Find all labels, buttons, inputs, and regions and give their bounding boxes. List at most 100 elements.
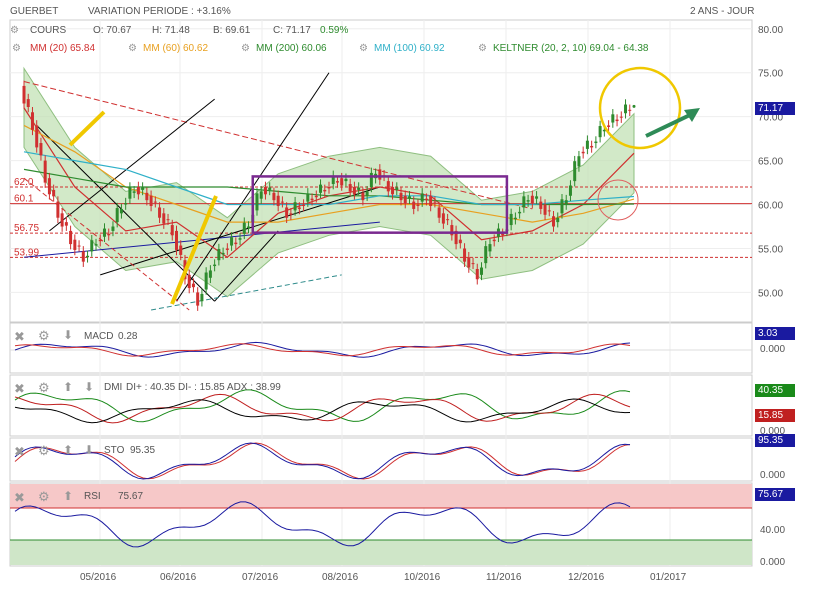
gear-icon[interactable]: ⚙ [478,43,487,54]
gear-icon[interactable]: ⚙ [38,328,50,343]
candle-body [492,239,496,242]
trend-line [150,274,342,311]
candle-body [632,104,636,108]
arrow-down-icon[interactable]: ⬇ [84,380,95,394]
candle-body [166,219,170,221]
gear-icon[interactable]: ⚙ [38,380,50,395]
support-label: 53.99 [14,247,39,258]
panel-frame [9,322,753,374]
candle-body [509,213,513,226]
candle-body [230,237,234,246]
price-tick-label: 75.00 [758,69,783,80]
close-icon[interactable]: ✖ [14,381,25,396]
gear-icon[interactable]: ⚙ [359,43,368,54]
arrow-up-icon[interactable]: ⬆ [63,380,74,394]
gear-icon[interactable]: ⚙ [38,443,50,458]
red-highlight-circle [597,179,639,221]
yellow-stroke [68,110,106,147]
candle-body [535,196,539,199]
yellow-highlight-circle [598,66,682,150]
gear-icon[interactable]: ⚙ [38,489,50,504]
x-tick-label: 08/2016 [322,572,359,583]
candle-body [107,233,111,236]
candle-body [43,160,47,183]
candle-body [314,195,318,198]
gear-icon[interactable]: ⚙ [10,25,19,36]
trend-line [214,230,279,302]
candle-body [433,201,437,203]
rsi-overbought-zone [10,484,752,508]
candle-body [564,200,568,205]
dmi-plus-badge: 40.35 [755,384,795,397]
candle-body [293,202,297,211]
current-price-badge: 71.17 [755,102,795,115]
sto-line [14,442,631,480]
x-tick-label: 12/2016 [568,572,605,583]
candle-body [98,239,102,242]
candle-body [568,185,572,196]
candle-body [30,112,34,130]
panel-frame [9,374,753,437]
candle-body [543,204,547,215]
arrow-down-icon[interactable]: ⬇ [63,328,74,342]
candle-body [64,222,68,226]
candle-body [598,126,602,138]
candle-body [357,187,361,190]
x-tick-label: 06/2016 [160,572,197,583]
macd-name: MACD [84,331,114,342]
candle-body [513,217,517,220]
low-value: B: 69.61 [213,25,251,36]
candle-body [208,270,212,278]
close-icon[interactable]: ✖ [14,444,25,459]
candle-body [556,217,560,223]
candle-body [187,274,191,289]
candle-body [454,230,458,245]
candle-body [276,195,280,207]
candle-body [628,109,632,111]
ticker-label: GUERBET [10,6,59,17]
candle-body [310,198,314,201]
sto-panel [14,442,631,480]
candle-body [327,186,331,189]
change-value: 0.59% [320,25,349,36]
candle-body [395,187,399,190]
macd-panel [10,341,752,358]
candle-body [94,244,98,246]
gear-icon[interactable]: ⚙ [241,43,250,54]
arrow-up-icon[interactable]: ⬆ [63,489,74,503]
candle-body [484,246,488,264]
sto-value: 95.35 [130,445,156,456]
close-icon[interactable]: ✖ [14,329,25,344]
candle-body [119,208,123,214]
candle-body [361,192,365,201]
candle-body [348,184,352,192]
arrow-up-icon[interactable]: ⬆ [63,443,74,457]
candle-body [47,178,51,195]
dmi-plus-line [14,389,631,423]
candle-body [280,201,284,203]
candle-body [331,175,335,185]
candle-body [407,196,411,199]
gear-icon[interactable]: ⚙ [128,43,137,54]
candle-body [607,125,611,127]
candle-body [471,263,475,265]
dmi-minus-line [14,393,631,424]
candle-body [437,207,441,218]
candle-body [463,248,467,262]
rsi-oversold-zone [10,540,752,565]
candle-body [552,216,556,227]
x-tick-label: 10/2016 [404,572,441,583]
candle-body [526,200,530,202]
candle-body [60,213,64,227]
candle-body [153,201,157,203]
candle-body [238,238,242,240]
candle-body [158,207,162,218]
trend-line [100,186,380,276]
candle-body [420,193,424,202]
candle-body [365,191,369,196]
period-label[interactable]: 2 ANS - JOUR [690,6,755,17]
close-icon[interactable]: ✖ [14,490,25,505]
macd-value: 0.28 [118,331,138,342]
gear-icon[interactable]: ⚙ [12,43,21,54]
arrow-down-icon[interactable]: ⬇ [84,443,95,457]
